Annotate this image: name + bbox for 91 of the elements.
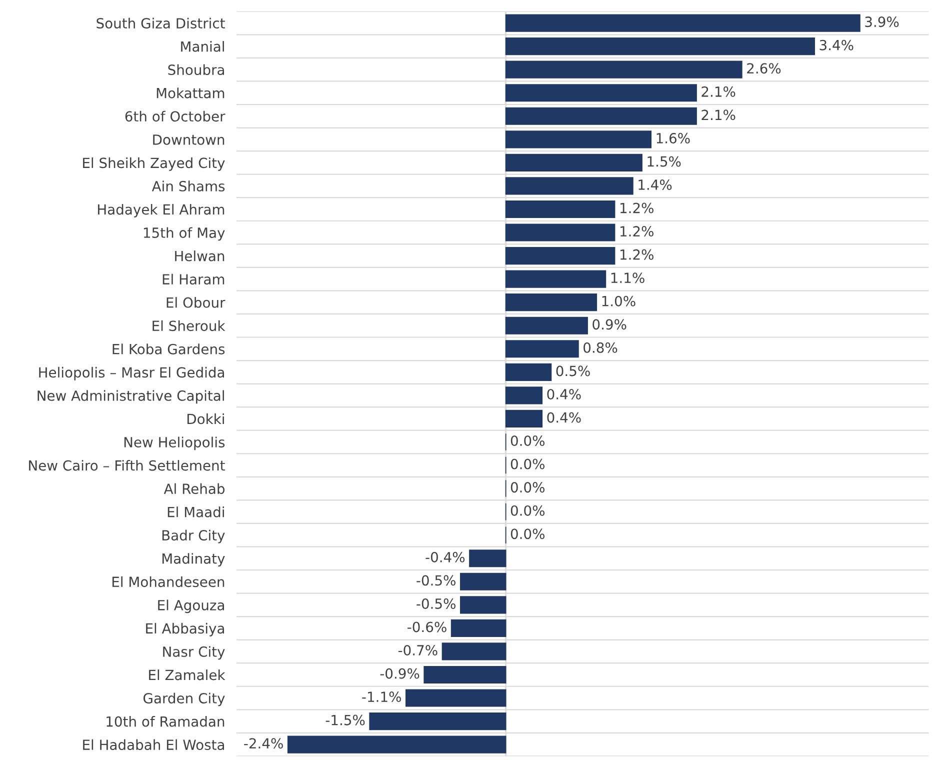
y-tick-label: Manial	[181, 41, 224, 52]
y-tick-label: El Koba Gardens	[112, 344, 225, 354]
bar	[505, 84, 697, 102]
y-tick-label: Dokki	[187, 413, 224, 424]
y-tick-label: El Agouza	[158, 600, 224, 614]
y-tick-label: Garden City	[144, 692, 225, 706]
bar	[505, 60, 742, 78]
bar	[287, 736, 506, 754]
data-label: 1.1%	[611, 272, 644, 284]
y-tick-label: El Sherouk	[152, 320, 226, 332]
y-tick-label: Al Rehab	[164, 483, 225, 494]
bar	[369, 712, 506, 730]
bar	[505, 224, 616, 242]
data-label: 0.5%	[556, 366, 590, 376]
data-label: -0.6%	[408, 622, 446, 632]
data-label: 1.5%	[648, 156, 681, 167]
y-tick-label: Ain Shams	[152, 180, 225, 192]
bar	[460, 572, 506, 590]
data-label: 1.2%	[620, 202, 654, 214]
bar	[460, 596, 506, 614]
bar	[505, 316, 588, 334]
y-tick-label: El Abbasiya	[146, 622, 224, 636]
bar	[442, 642, 506, 660]
y-tick-label: Heliopolis – Masr El Gedida	[39, 366, 224, 380]
data-label: 3.9%	[865, 16, 899, 28]
y-tick-label: El Mohandeseen	[112, 576, 224, 588]
y-tick-label: El Haram	[162, 274, 224, 285]
bar	[505, 107, 697, 125]
y-tick-label: El Obour	[166, 297, 226, 308]
bar	[505, 270, 606, 288]
data-label: 0.0%	[510, 482, 544, 493]
y-tick-label: El Hadabah El Wosta	[83, 739, 224, 750]
y-tick-label: 10th of Ramadan	[106, 716, 224, 727]
y-tick-label: 15th of May	[144, 227, 225, 241]
data-label: 0.9%	[592, 319, 626, 330]
bar	[505, 386, 543, 404]
y-tick-label: El Sheikh Zayed City	[83, 157, 225, 171]
data-label: 1.6%	[656, 132, 690, 144]
data-label: -2.4%	[244, 738, 283, 749]
bar	[505, 38, 815, 56]
data-label: -0.5%	[416, 598, 456, 609]
data-label: -0.5%	[416, 575, 456, 586]
bar	[505, 410, 543, 428]
data-label: -1.1%	[362, 692, 401, 702]
y-tick-label: El Zamalek	[149, 669, 226, 680]
bar	[505, 177, 634, 195]
data-label: 0.0%	[510, 505, 544, 516]
y-tick-label: 6th of October	[125, 110, 226, 122]
bar	[424, 666, 506, 684]
y-tick-label: Madinaty	[162, 553, 225, 567]
data-label: 0.0%	[510, 528, 544, 540]
data-label: 0.4%	[547, 388, 581, 400]
y-tick-label: Downtown	[153, 134, 224, 145]
data-label: 1.4%	[638, 179, 672, 190]
bar	[505, 246, 616, 265]
data-label: 0.8%	[584, 342, 618, 353]
bar	[505, 294, 598, 312]
y-tick-label: El Maadi	[168, 506, 224, 518]
bar	[469, 550, 506, 568]
data-label: 2.1%	[702, 110, 736, 120]
y-tick-label: Badr City	[162, 530, 225, 544]
data-label: 2.6%	[747, 63, 781, 74]
data-label: -1.5%	[326, 714, 365, 726]
y-tick-label: Nasr City	[163, 646, 225, 660]
bar	[505, 14, 860, 32]
bar	[406, 689, 506, 707]
data-label: 1.0%	[602, 296, 636, 306]
bar	[505, 154, 642, 172]
data-label: 0.4%	[547, 412, 581, 423]
data-label: -0.9%	[380, 668, 420, 679]
data-label: 0.0%	[510, 458, 544, 470]
data-label: 0.0%	[510, 436, 544, 446]
data-label: 2.1%	[702, 86, 736, 97]
y-tick-label: New Cairo – Fifth Settlement	[29, 460, 225, 471]
data-label: 1.2%	[620, 226, 654, 237]
y-tick-label: Shoubra	[168, 64, 224, 76]
bar	[505, 340, 579, 358]
data-label: -0.7%	[398, 644, 438, 656]
y-tick-label: New Administrative Capital	[38, 390, 224, 404]
y-tick-label: Helwan	[175, 250, 224, 262]
bar	[505, 130, 652, 148]
bar	[450, 619, 506, 637]
bar	[505, 363, 552, 381]
data-label: 3.4%	[820, 40, 854, 50]
y-tick-label: Mokattam	[156, 88, 224, 98]
data-label: -0.4%	[426, 552, 465, 562]
y-tick-label: South Giza District	[96, 18, 225, 29]
bar	[505, 200, 616, 218]
y-tick-label: New Heliopolis	[124, 436, 225, 450]
data-label: 1.2%	[620, 249, 654, 260]
y-tick-label: Hadayek El Ahram	[98, 204, 224, 218]
